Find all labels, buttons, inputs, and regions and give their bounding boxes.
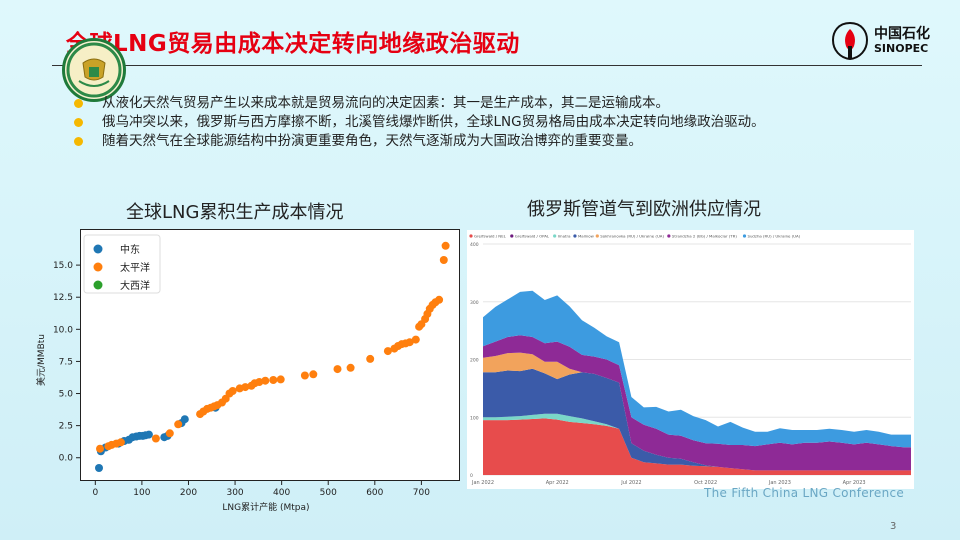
scatter-point-1 xyxy=(346,363,355,372)
x-tick-label: Apr 2023 xyxy=(843,480,866,486)
scatter-point-0 xyxy=(180,415,189,424)
scatter-point-1 xyxy=(276,375,285,384)
legend-label-5: Strandzha 2 (BG) / Malkoclar (TR) xyxy=(672,234,738,239)
sinopec-logo: 中国石化 SINOPEC xyxy=(830,20,940,64)
area-series-3 xyxy=(483,368,911,471)
legend-label-4: Sokhranovka (RU) / Ukraine (UA) xyxy=(600,234,664,239)
bullet-text: 随着天然气在全球能源结构中扮演更重要角色，天然气逐渐成为大国政治博弈的重要变量。 xyxy=(102,133,642,149)
x-tick-label: Jan 2022 xyxy=(471,480,494,486)
y-tick-label: 300 xyxy=(470,300,479,306)
bullet-dot-icon xyxy=(74,99,83,108)
area-series-0 xyxy=(483,418,911,475)
x-tick-label: Jan 2023 xyxy=(768,480,791,486)
scatter-point-1 xyxy=(435,295,444,304)
scatter-point-1 xyxy=(96,444,104,453)
stacked-area-svg: 0 100 200 300 400 Jan 2022 Apr 2022 Jul 2022 Oct… xyxy=(469,234,911,486)
title-divider xyxy=(52,65,922,66)
legend-marker-5 xyxy=(667,234,671,238)
scatter-point-1 xyxy=(151,434,160,443)
legend-marker-1 xyxy=(93,262,103,272)
scatter-point-1 xyxy=(165,429,174,438)
y-tick-label: 100 xyxy=(470,415,479,421)
scatter-point-1 xyxy=(300,371,309,380)
scatter-point-1 xyxy=(441,241,450,250)
logo-chinese-name: 中国石化 xyxy=(874,26,930,42)
scatter-point-1 xyxy=(116,438,125,447)
bullet-item: 随着天然气在全球能源结构中扮演更重要角色，天然气逐渐成为大国政治博弈的重要变量。 xyxy=(72,132,932,151)
legend-marker-0 xyxy=(93,244,103,254)
area-series-6 xyxy=(483,290,911,448)
legend-label-2: Imatra xyxy=(558,234,571,239)
scatter-point-1 xyxy=(411,335,420,344)
area-series-4 xyxy=(483,352,911,471)
scatter-point-1 xyxy=(241,383,250,392)
page-number: 3 xyxy=(890,521,897,532)
legend-label-2: 大西洋 xyxy=(120,279,150,292)
y-tick-label: 200 xyxy=(470,358,479,364)
scatter-point-1 xyxy=(255,378,264,386)
legend-marker-6 xyxy=(742,234,747,238)
legend-marker-2 xyxy=(93,280,103,290)
legend-label-0: 中东 xyxy=(120,243,140,256)
emblem-icon xyxy=(66,42,122,98)
bullet-item: 从液化天然气贸易产生以来成本就是贸易流向的决定因素：其一是生产成本，其二是运输成… xyxy=(72,94,932,113)
legend-marker-1 xyxy=(510,234,514,238)
legend-label-0: Greifswald / NEL xyxy=(474,234,507,239)
scatter-point-1 xyxy=(269,376,278,384)
area-series-5 xyxy=(483,335,911,471)
legend-label-6: Sudzha (RU) / Ukraine (UA) xyxy=(748,234,801,239)
legend-marker-0 xyxy=(469,234,473,238)
area-legend: Greifswald / NEL Greifswald / OPAL Imatra M… xyxy=(469,234,801,239)
scatter-point-1 xyxy=(405,338,414,347)
legend-label-1: 太平洋 xyxy=(120,261,150,274)
legend-label-1: Greifswald / OPAL xyxy=(515,234,550,239)
bullet-text: 俄乌冲突以来，俄罗斯与西方摩擦不断，北溪管线爆炸断供，全球LNG贸易格局由成本决… xyxy=(102,114,765,130)
legend-marker-3 xyxy=(573,234,577,238)
legend-marker-4 xyxy=(595,234,599,238)
lng-cost-scatter-chart: 中东 太平洋 大西洋 xyxy=(80,229,460,481)
conference-name: The Fifth China LNG Conference xyxy=(704,486,905,500)
x-tick-label: Apr 2022 xyxy=(546,480,569,486)
left-chart-title: 全球LNG累积生产成本情况 xyxy=(126,202,344,223)
logo-english-name: SINOPEC xyxy=(874,42,929,55)
russia-pipeline-supply-chart: 0 100 200 300 400 Jan 2022 Apr 2022 Jul 2022 Oct… xyxy=(467,230,914,489)
scatter-point-0 xyxy=(144,430,153,439)
scatter-point-1 xyxy=(333,365,342,374)
slide-title: 全球LNG贸易由成本决定转向地缘政治驱动 xyxy=(66,31,520,57)
conference-emblem xyxy=(62,38,126,102)
y-tick-label: 400 xyxy=(470,242,479,248)
y-tick-label: 0 xyxy=(470,473,473,479)
scatter-point-1 xyxy=(174,420,183,429)
scatter-point-0 xyxy=(95,464,103,472)
sinopec-emblem-icon xyxy=(831,21,869,61)
bullet-dot-icon xyxy=(74,137,83,146)
x-tick-label: Oct 2022 xyxy=(694,480,717,486)
scatter-point-1 xyxy=(309,370,318,379)
legend-label-3: Mallnow xyxy=(578,234,595,239)
scatter-point-1 xyxy=(228,387,237,395)
bullet-text: 从液化天然气贸易产生以来成本就是贸易流向的决定因素：其一是生产成本，其二是运输成… xyxy=(102,95,669,111)
scatter-point-1 xyxy=(366,354,375,363)
bullet-list: 从液化天然气贸易产生以来成本就是贸易流向的决定因素：其一是生产成本，其二是运输成… xyxy=(72,94,932,151)
scatter-point-1 xyxy=(261,376,270,385)
legend-marker-2 xyxy=(553,234,557,238)
bullet-dot-icon xyxy=(74,118,83,127)
scatter-point-1 xyxy=(383,347,392,356)
x-tick-label: Jul 2022 xyxy=(620,480,641,486)
scatter-point-1 xyxy=(439,256,448,264)
bullet-item: 俄乌冲突以来，俄罗斯与西方摩擦不断，北溪管线爆炸断供，全球LNG贸易格局由成本决… xyxy=(72,113,932,132)
legend-box xyxy=(83,234,161,294)
right-chart-title: 俄罗斯管道气到欧洲供应情况 xyxy=(527,199,761,220)
